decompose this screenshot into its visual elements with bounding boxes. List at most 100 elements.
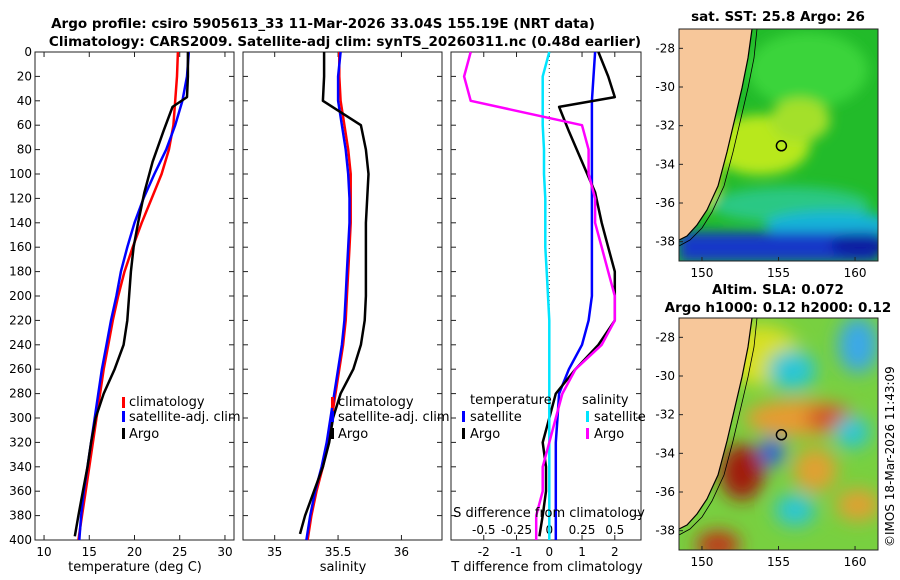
- map-y-tick-label: -30: [655, 80, 675, 94]
- y-tick-label: 340: [9, 460, 32, 474]
- salinity-xlabel: salinity: [320, 560, 367, 575]
- sst-isobath: [679, 29, 758, 247]
- sst-cold-patch: [830, 233, 878, 257]
- y-tick-label: 360: [9, 484, 32, 498]
- x-tick-label: 20: [127, 545, 142, 559]
- y-tick-label: 280: [9, 387, 32, 401]
- map-y-tick-label: -28: [655, 41, 675, 55]
- sla-blue-eddy-east: [838, 318, 878, 373]
- legend-group-temperature: temperature: [470, 393, 552, 408]
- sla-blue-eddy-marker: [760, 438, 784, 466]
- x-tick-label: 35.5: [325, 545, 352, 559]
- map-y-tick-label: -30: [655, 369, 675, 383]
- series-line-satellite-adj-clim: [305, 51, 351, 541]
- legend-label-climatology: climatology: [129, 395, 205, 410]
- legend-swatch-climatology: [331, 397, 334, 408]
- series-line-climatology: [306, 52, 352, 541]
- sla-orange-south: [793, 448, 837, 492]
- map-x-tick-label: 150: [691, 555, 714, 569]
- y-tick-label: 400: [9, 533, 32, 547]
- legend-swatch-temp-satellite: [462, 411, 465, 422]
- legend-label-sal-argo: Argo: [594, 427, 624, 442]
- map-y-tick-label: -28: [655, 330, 675, 344]
- x-tick-label: 10: [36, 545, 51, 559]
- legend-label-sal-satellite: satellite: [594, 410, 646, 425]
- y-tick-label: 300: [9, 411, 32, 425]
- sla-orange-southeast: [836, 489, 878, 521]
- legend-swatch-argo: [122, 428, 125, 439]
- legend-swatch-sal-satellite: [586, 411, 589, 422]
- legend-group-salinity: salinity: [582, 393, 629, 408]
- legend-swatch-argo: [331, 428, 334, 439]
- series-line-salinity-satellite: [541, 51, 551, 540]
- sst-map-title: sat. SST: 25.8 Argo: 26: [691, 9, 865, 25]
- figure-title-line2: Climatology: CARS2009. Satellite-adj cli…: [49, 34, 641, 50]
- y-tick-label: 380: [9, 509, 32, 523]
- sst-warm-patch: [770, 98, 830, 142]
- sst-cyan-band: [765, 211, 878, 239]
- sla-map: [679, 318, 878, 550]
- sla-red-south: [696, 531, 740, 550]
- y-tick-label: 140: [9, 216, 32, 230]
- y-tick-label: 80: [17, 143, 32, 157]
- legend-swatch-satellite: [331, 411, 334, 422]
- credit-text: ©IMOS 18-Mar-2026 11:43:09: [883, 366, 897, 547]
- x2-tick-label: 0.5: [605, 523, 624, 537]
- map-x-tick-label: 150: [691, 266, 714, 280]
- map-y-tick-label: -38: [655, 524, 675, 538]
- legend-label-temp-satellite: satellite: [470, 410, 522, 425]
- difference-plot: -2 -1 0 1 2-0.5 -0.25 0 0.25 0.5: [451, 51, 641, 559]
- legend-label-climatology: climatology: [338, 395, 414, 410]
- salinity-plot: 35 35.5 36: [243, 51, 442, 559]
- sla-cyan-south: [775, 494, 815, 526]
- temperature-legend: climatology satellite-adj. clim Argo: [122, 395, 241, 442]
- temperature-xlabel: temperature (deg C): [68, 560, 202, 575]
- sst-land: [679, 29, 752, 240]
- series-line-temperature-satellite: [554, 51, 597, 540]
- sst-warm-core: [748, 32, 868, 108]
- sla-cyan-eddy-north: [768, 350, 816, 390]
- legend-label-satellite: satellite-adj. clim: [129, 410, 241, 425]
- x-tick-label: 30: [217, 545, 232, 559]
- y-tick-label: 180: [9, 265, 32, 279]
- temperature-axes: [34, 51, 235, 541]
- legend-label-argo: Argo: [129, 427, 159, 442]
- difference-legend: temperature satellite Argo salinity sate…: [462, 393, 646, 442]
- y-tick-label: 0: [24, 45, 32, 59]
- legend-swatch-sal-argo: [586, 428, 589, 439]
- series-line-argo: [73, 52, 190, 537]
- x-tick-label: 2: [611, 545, 619, 559]
- sst-coastline: [679, 29, 753, 241]
- map-y-tick-label: -32: [655, 408, 675, 422]
- x-tick-label: 25: [172, 545, 187, 559]
- y-tick-label: 320: [9, 435, 32, 449]
- figure-title-line1: Argo profile: csiro 5905613_33 11-Mar-20…: [51, 16, 595, 32]
- sla-map-title-line2: Argo h1000: 0.12 h2000: 0.12: [665, 300, 892, 316]
- y-tick-label: 200: [9, 289, 32, 303]
- x2-tick-label: -0.25: [501, 523, 532, 537]
- sla-cyan-eddy-east: [834, 416, 870, 448]
- sla-dark-red-eddy: [720, 444, 764, 500]
- sla-coastline: [679, 318, 753, 530]
- legend-label-temp-argo: Argo: [470, 427, 500, 442]
- series-line-argo: [298, 52, 370, 535]
- sst-map: [679, 29, 878, 261]
- map-y-tick-label: -36: [655, 485, 675, 499]
- map-y-tick-label: -34: [655, 446, 675, 460]
- y-tick-label: 240: [9, 338, 32, 352]
- x2-tick-label: -0.5: [472, 523, 495, 537]
- y-tick-label: 100: [9, 167, 32, 181]
- map-x-tick-label: 155: [767, 555, 790, 569]
- x-tick-label: 15: [82, 545, 97, 559]
- difference-xlabel: T difference from climatology: [450, 560, 643, 575]
- y-tick-label: 220: [9, 313, 32, 327]
- difference-x2label: S difference from climatology: [453, 506, 645, 521]
- x-tick-label: 36: [394, 545, 409, 559]
- legend-swatch-climatology: [122, 397, 125, 408]
- temperature-plot: 10 15 20 25 30020406080100120140160180200220…: [9, 45, 234, 559]
- sst-argo-marker: [775, 140, 788, 152]
- map-x-tick-label: 160: [844, 266, 867, 280]
- map-y-tick-label: -34: [655, 157, 675, 171]
- sla-land: [679, 318, 752, 529]
